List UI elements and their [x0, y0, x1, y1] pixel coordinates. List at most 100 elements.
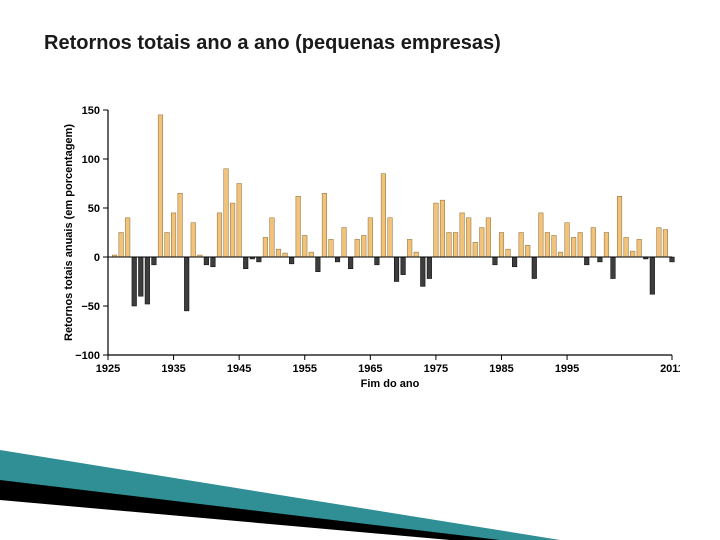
- bar: [558, 252, 563, 257]
- bar: [257, 257, 262, 262]
- bar: [270, 218, 275, 257]
- bar: [165, 233, 170, 258]
- bar: [316, 257, 321, 272]
- bar: [663, 230, 668, 257]
- bar: [571, 237, 576, 257]
- svg-text:Retornos totais anuais (em por: Retornos totais anuais (em porcentagem): [63, 124, 75, 341]
- bar: [283, 253, 288, 257]
- svg-text:2011: 2011: [660, 363, 680, 375]
- bar: [217, 213, 222, 257]
- svg-text:1955: 1955: [293, 363, 317, 375]
- bar: [171, 213, 176, 257]
- bar: [158, 115, 163, 257]
- bar: [532, 257, 537, 279]
- bar: [237, 184, 242, 258]
- bar: [368, 218, 373, 257]
- bar: [138, 257, 143, 296]
- bar: [578, 233, 583, 258]
- bar: [125, 218, 130, 257]
- svg-text:1985: 1985: [489, 363, 513, 375]
- bar: [191, 223, 196, 257]
- returns-bar-chart: −100 −50 0 50 100 150 1925 1935 1945 1955 1965 1975…: [60, 100, 680, 390]
- bar: [434, 203, 439, 257]
- bar: [552, 235, 557, 257]
- bar: [361, 235, 366, 257]
- bar: [178, 193, 183, 257]
- bar: [355, 239, 360, 257]
- bar: [447, 233, 452, 258]
- bar: [263, 237, 268, 257]
- svg-text:1945: 1945: [227, 363, 251, 375]
- bar: [473, 242, 478, 257]
- bar: [427, 257, 432, 279]
- bar: [394, 257, 399, 282]
- svg-text:100: 100: [82, 154, 100, 166]
- bar: [204, 257, 209, 265]
- bar: [335, 257, 340, 262]
- bar: [407, 239, 412, 257]
- bar: [545, 233, 550, 258]
- svg-text:1995: 1995: [555, 363, 579, 375]
- svg-text:1965: 1965: [358, 363, 382, 375]
- bar: [289, 257, 294, 264]
- bar: [453, 233, 458, 258]
- bar: [519, 233, 524, 258]
- bar: [381, 174, 386, 257]
- svg-text:1935: 1935: [161, 363, 185, 375]
- slide-title: Retornos totais ano a ano (pequenas empr…: [44, 32, 501, 55]
- bar: [611, 257, 616, 279]
- bar: [539, 213, 544, 257]
- svg-text:1975: 1975: [424, 363, 448, 375]
- svg-text:−100: −100: [75, 350, 100, 362]
- bar: [650, 257, 655, 294]
- decorative-wedge: [0, 410, 720, 540]
- bar: [512, 257, 517, 267]
- bar: [499, 233, 504, 258]
- bar: [630, 251, 635, 257]
- bar: [243, 257, 248, 269]
- bar: [460, 213, 465, 257]
- bar: [276, 249, 281, 257]
- bar: [302, 235, 307, 257]
- bar: [493, 257, 498, 265]
- bar: [657, 228, 662, 257]
- bar: [184, 257, 189, 311]
- bar: [565, 223, 570, 257]
- bar: [440, 200, 445, 257]
- bar: [224, 169, 229, 257]
- bar: [420, 257, 425, 286]
- bar: [591, 228, 596, 257]
- bar: [329, 239, 334, 257]
- svg-text:0: 0: [94, 252, 100, 264]
- svg-text:Fim do ano: Fim do ano: [361, 378, 420, 390]
- bar: [119, 233, 124, 258]
- svg-text:150: 150: [82, 105, 100, 117]
- bar: [670, 257, 675, 262]
- bar: [466, 218, 471, 257]
- bar: [624, 237, 629, 257]
- bar: [414, 252, 419, 257]
- bar: [348, 257, 353, 269]
- bar: [230, 203, 235, 257]
- bar: [145, 257, 150, 304]
- bar: [617, 196, 622, 257]
- bar: [486, 218, 491, 257]
- bar: [296, 196, 301, 257]
- bar: [584, 257, 589, 265]
- bar: [637, 239, 642, 257]
- bar: [309, 252, 314, 257]
- bar: [375, 257, 380, 265]
- bar: [480, 228, 485, 257]
- bar: [342, 228, 347, 257]
- bar: [506, 249, 511, 257]
- svg-text:50: 50: [88, 203, 100, 215]
- bar: [525, 245, 530, 257]
- bar: [604, 233, 609, 258]
- bar: [132, 257, 137, 306]
- bar: [211, 257, 216, 267]
- bar: [598, 257, 603, 262]
- bar: [322, 193, 327, 257]
- svg-text:−50: −50: [81, 301, 100, 313]
- bar: [152, 257, 157, 265]
- svg-text:1925: 1925: [96, 363, 120, 375]
